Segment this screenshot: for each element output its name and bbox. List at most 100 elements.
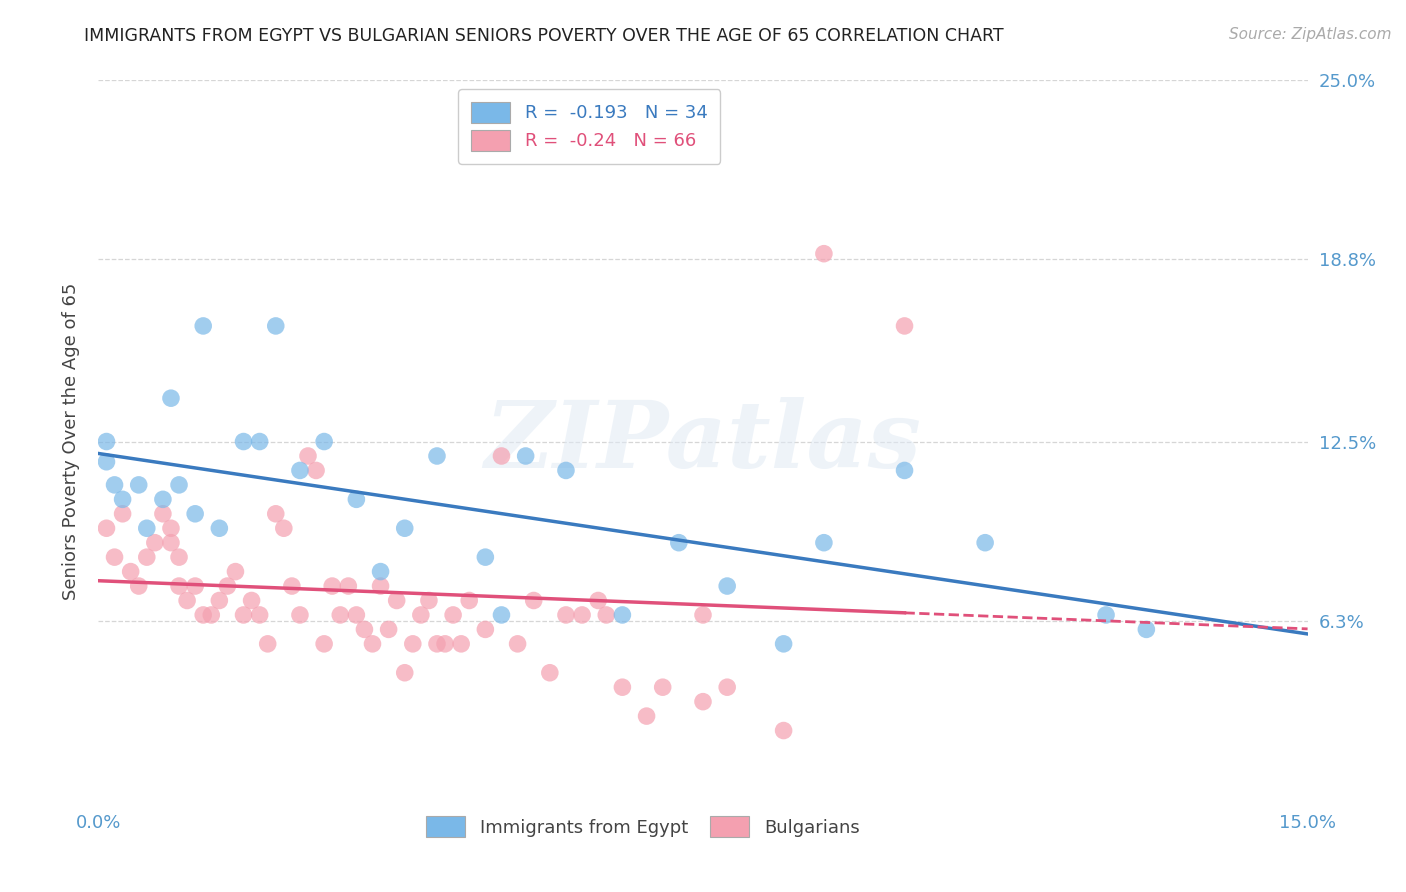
Point: [651, 680, 673, 694]
Point: [337, 579, 360, 593]
Y-axis label: Seniors Poverty Over the Age of 65: Seniors Poverty Over the Age of 65: [62, 283, 80, 600]
Point: [193, 607, 215, 622]
Point: [668, 535, 690, 549]
Point: [152, 492, 174, 507]
Point: [813, 246, 835, 260]
Point: [143, 535, 166, 549]
Point: [200, 607, 222, 622]
Point: [167, 478, 190, 492]
Point: [370, 565, 392, 579]
Point: [394, 665, 416, 680]
Point: [523, 593, 546, 607]
Point: [232, 434, 254, 449]
Point: [491, 449, 513, 463]
Point: [450, 637, 472, 651]
Point: [893, 463, 915, 477]
Text: IMMIGRANTS FROM EGYPT VS BULGARIAN SENIORS POVERTY OVER THE AGE OF 65 CORRELATIO: IMMIGRANTS FROM EGYPT VS BULGARIAN SENIO…: [84, 27, 1004, 45]
Point: [571, 607, 593, 622]
Point: [353, 623, 375, 637]
Point: [772, 637, 794, 651]
Point: [612, 680, 634, 694]
Point: [772, 723, 794, 738]
Point: [893, 318, 915, 333]
Point: [474, 623, 496, 637]
Point: [1095, 607, 1118, 622]
Point: [586, 593, 609, 607]
Point: [167, 579, 190, 593]
Point: [458, 593, 481, 607]
Point: [716, 579, 738, 593]
Point: [474, 550, 496, 565]
Point: [595, 607, 617, 622]
Point: [128, 478, 150, 492]
Point: [974, 535, 997, 549]
Point: [96, 455, 118, 469]
Point: [103, 478, 125, 492]
Point: [385, 593, 408, 607]
Point: [305, 463, 328, 477]
Point: [297, 449, 319, 463]
Point: [344, 492, 367, 507]
Point: [224, 565, 246, 579]
Point: [249, 607, 271, 622]
Point: [491, 607, 513, 622]
Point: [256, 637, 278, 651]
Point: [813, 535, 835, 549]
Point: [612, 607, 634, 622]
Point: [96, 521, 118, 535]
Point: [208, 521, 231, 535]
Point: [314, 637, 336, 651]
Point: [152, 507, 174, 521]
Point: [96, 434, 118, 449]
Point: [111, 492, 134, 507]
Point: [264, 507, 287, 521]
Point: [120, 565, 142, 579]
Point: [128, 579, 150, 593]
Point: [281, 579, 304, 593]
Legend: Immigrants from Egypt, Bulgarians: Immigrants from Egypt, Bulgarians: [419, 809, 866, 845]
Point: [193, 318, 215, 333]
Point: [692, 607, 714, 622]
Point: [240, 593, 263, 607]
Point: [555, 607, 578, 622]
Point: [208, 593, 231, 607]
Point: [176, 593, 198, 607]
Point: [692, 695, 714, 709]
Point: [426, 449, 449, 463]
Point: [434, 637, 457, 651]
Point: [402, 637, 425, 651]
Point: [321, 579, 343, 593]
Point: [264, 318, 287, 333]
Point: [249, 434, 271, 449]
Point: [344, 607, 367, 622]
Point: [167, 550, 190, 565]
Point: [394, 521, 416, 535]
Point: [103, 550, 125, 565]
Text: Source: ZipAtlas.com: Source: ZipAtlas.com: [1229, 27, 1392, 42]
Point: [370, 579, 392, 593]
Point: [135, 521, 157, 535]
Point: [160, 535, 183, 549]
Text: ZIPatlas: ZIPatlas: [485, 397, 921, 486]
Point: [361, 637, 384, 651]
Point: [135, 550, 157, 565]
Point: [555, 463, 578, 477]
Point: [329, 607, 352, 622]
Point: [184, 579, 207, 593]
Point: [409, 607, 432, 622]
Point: [232, 607, 254, 622]
Point: [160, 521, 183, 535]
Point: [636, 709, 658, 723]
Point: [288, 607, 311, 622]
Point: [377, 623, 399, 637]
Point: [426, 637, 449, 651]
Point: [1135, 623, 1157, 637]
Point: [538, 665, 561, 680]
Point: [111, 507, 134, 521]
Point: [441, 607, 464, 622]
Point: [314, 434, 336, 449]
Point: [506, 637, 529, 651]
Point: [515, 449, 537, 463]
Point: [160, 391, 183, 405]
Point: [184, 507, 207, 521]
